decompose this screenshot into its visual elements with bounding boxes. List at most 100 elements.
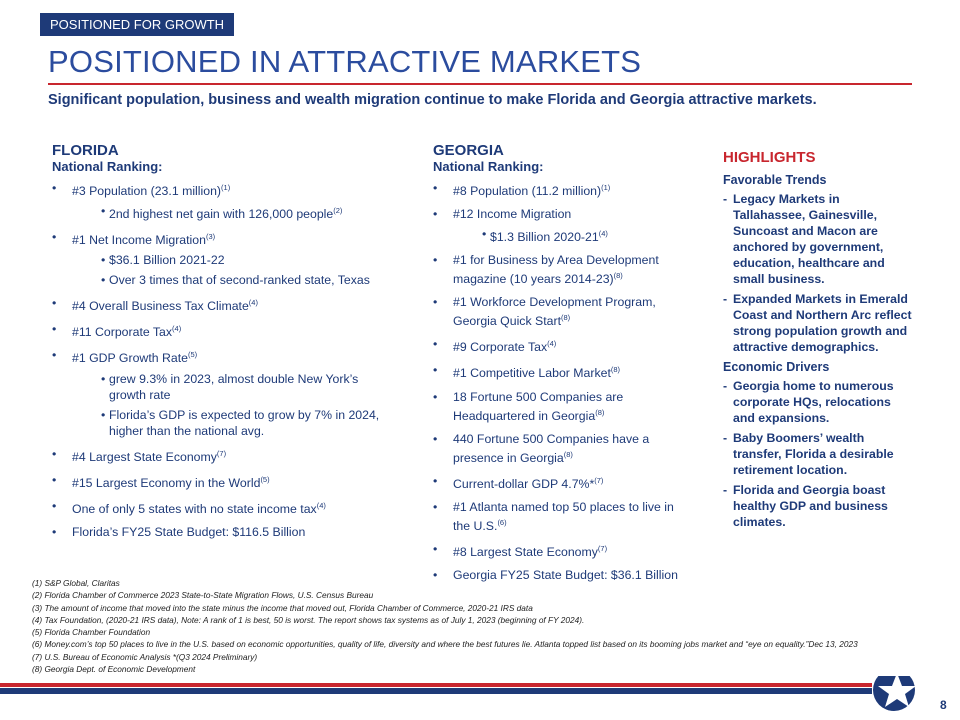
ranking-item: 440 Fortune 500 Companies have a presenc… xyxy=(433,431,693,466)
ranking-item-text: #4 Largest State Economy xyxy=(72,449,217,464)
ranking-item: #4 Largest State Economy(7) xyxy=(52,446,397,465)
footnote-ref: (4) xyxy=(598,229,608,239)
highlight-item: Florida and Georgia boast healthy GDP an… xyxy=(723,482,913,530)
highlight-item: Baby Boomers’ wealth transfer, Florida a… xyxy=(723,430,913,478)
ranking-item: #1 for Business by Area Development maga… xyxy=(433,252,693,287)
ranking-subitem-text: 2nd highest net gain with 126,000 people xyxy=(109,207,334,222)
ranking-subitem: grew 9.3% in 2023, almost double New Yor… xyxy=(72,371,397,403)
state-subheading: National Ranking: xyxy=(433,159,544,174)
ranking-item-text: #9 Corporate Tax xyxy=(453,340,548,355)
footnote-ref: (5) xyxy=(260,474,270,484)
footnote-ref: (4) xyxy=(316,500,326,510)
footnote: (3) The amount of income that moved into… xyxy=(32,602,533,613)
ranking-item: One of only 5 states with no state incom… xyxy=(52,498,397,517)
ranking-item: #15 Largest Economy in the World(5) xyxy=(52,472,397,491)
ranking-item: Florida’s FY25 State Budget: $116.5 Bill… xyxy=(52,524,397,540)
ranking-item-text: #1 Atlanta named top 50 places to live i… xyxy=(453,499,674,533)
state-heading: FLORIDA xyxy=(52,142,119,159)
footnote-ref: (8) xyxy=(563,449,573,459)
red-stripe xyxy=(0,683,872,687)
ranking-item-text: Current-dollar GDP 4.7%* xyxy=(453,476,595,491)
ranking-item: 18 Fortune 500 Companies are Headquarter… xyxy=(433,389,693,424)
ranking-item-text: Georgia FY25 State Budget: $36.1 Billion xyxy=(453,568,678,583)
ranking-item-text: #12 Income Migration xyxy=(453,207,572,222)
ranking-item: #1 Atlanta named top 50 places to live i… xyxy=(433,499,693,534)
ranking-subitem: 2nd highest net gain with 126,000 people… xyxy=(72,203,397,222)
ranking-item: #1 GDP Growth Rate(5) grew 9.3% in 2023, … xyxy=(52,347,397,438)
highlights-heading: HIGHLIGHTS xyxy=(723,149,816,166)
footnote-ref: (4) xyxy=(172,324,182,334)
ranking-item-text: #1 Competitive Labor Market xyxy=(453,366,611,381)
ranking-item-text: #1 GDP Growth Rate xyxy=(72,351,188,366)
navy-stripe xyxy=(0,688,872,694)
ranking-item-text: #1 Net Income Migration xyxy=(72,233,206,248)
ranking-item: #1 Workforce Development Program, Georgi… xyxy=(433,294,693,329)
footnote-ref: (3) xyxy=(205,232,216,242)
ranking-subitem-text: Over 3 times that of second-ranked state… xyxy=(109,273,370,288)
footnote-ref: (5) xyxy=(187,350,198,360)
ranking-subitem: $1.3 Billion 2020-21(4) xyxy=(453,226,693,245)
title-rule xyxy=(48,83,912,85)
footnote-ref: (7) xyxy=(216,448,227,458)
footnote: (7) U.S. Bureau of Economic Analysis *(Q… xyxy=(32,651,258,662)
ranking-subitem: Florida’s GDP is expected to grow by 7% … xyxy=(72,407,397,439)
state-subheading: National Ranking: xyxy=(52,159,163,174)
ranking-subitem-text: grew 9.3% in 2023, almost double New Yor… xyxy=(109,371,359,402)
state-heading: GEORGIA xyxy=(433,142,504,159)
footnote-ref: (6) xyxy=(497,517,507,527)
ranking-subitem-text: $1.3 Billion 2020-21 xyxy=(490,230,599,245)
section-tag: POSITIONED FOR GROWTH xyxy=(40,13,235,36)
footnote: (6) Money.com’s top 50 places to live in… xyxy=(32,639,858,650)
footnote: (2) Florida Chamber of Commerce 2023 Sta… xyxy=(32,590,374,601)
ranking-item: Current-dollar GDP 4.7%*(7) xyxy=(433,473,693,492)
ranking-item-text: #11 Corporate Tax xyxy=(72,325,173,340)
ranking-item-text: Florida’s FY25 State Budget: $116.5 Bill… xyxy=(72,524,306,539)
ranking-item-text: 440 Fortune 500 Companies have a presenc… xyxy=(453,431,650,465)
ranking-item: #3 Population (23.1 million)(1) 2nd highe… xyxy=(52,180,397,222)
ranking-subitem: Over 3 times that of second-ranked state… xyxy=(72,272,397,288)
footnote: (1) S&P Global, Claritas xyxy=(32,578,120,588)
footnote-ref: (4) xyxy=(248,298,258,308)
ranking-item: #9 Corporate Tax(4) xyxy=(433,336,693,355)
title: POSITIONED IN ATTRACTIVE MARKETS xyxy=(48,44,642,79)
subtitle: Significant population, business and wea… xyxy=(48,92,817,108)
footnote: (5) Florida Chamber Foundation xyxy=(32,627,151,638)
highlight-item: Georgia home to numerous corporate HQs, … xyxy=(723,378,913,426)
ranking-item: #4 Overall Business Tax Climate(4) xyxy=(52,295,397,314)
footnote-ref: (7) xyxy=(597,543,608,553)
ranking-item: Georgia FY25 State Budget: $36.1 Billion xyxy=(433,567,693,583)
footer-graphic xyxy=(0,676,916,711)
highlights-section-heading: Economic Drivers xyxy=(723,360,830,374)
ranking-item: #1 Competitive Labor Market(8) xyxy=(433,362,693,381)
ranking-item-text: #1 for Business by Area Development maga… xyxy=(453,253,659,287)
footnote-ref: (8) xyxy=(595,407,605,417)
footnote-ref: (7) xyxy=(594,475,604,485)
ranking-item: #8 Largest State Economy(7) xyxy=(433,541,693,560)
footnote-ref: (1) xyxy=(221,183,231,192)
ranking-item-text: #4 Overall Business Tax Climate xyxy=(72,299,249,314)
footnote: (8) Georgia Dept. of Economic Developmen… xyxy=(32,664,196,675)
logo-star xyxy=(878,676,916,707)
highlights-section-heading: Favorable Trends xyxy=(723,173,827,187)
ranking-subitem-text: Florida’s GDP is expected to grow by 7% … xyxy=(109,407,380,438)
ranking-subitem: $36.1 Billion 2021-22 xyxy=(72,252,397,268)
page-number: 8 xyxy=(940,698,947,712)
footnote: (4) Tax Foundation, (2020-21 IRS data), … xyxy=(32,614,585,625)
footnote-ref: (8) xyxy=(610,365,621,375)
ranking-item: #1 Net Income Migration(3) $36.1 Billion … xyxy=(52,229,397,288)
ranking-item-text: 18 Fortune 500 Companies are Headquarter… xyxy=(453,389,624,423)
footnote-ref: (2) xyxy=(333,206,343,216)
highlight-item: Legacy Markets in Tallahassee, Gainesvil… xyxy=(723,191,913,287)
ranking-item-text: #3 Population (23.1 million) xyxy=(72,184,222,199)
footnote-ref: (8) xyxy=(613,271,623,281)
ranking-subitem-text: $36.1 Billion 2021-22 xyxy=(109,253,225,268)
highlight-item: Expanded Markets in Emerald Coast and No… xyxy=(723,291,913,355)
footnote-ref: (8) xyxy=(560,313,571,323)
ranking-item: #8 Population (11.2 million)(1) xyxy=(433,180,693,199)
ranking-item-text: One of only 5 states with no state incom… xyxy=(72,501,317,516)
ranking-item-text: #8 Largest State Economy xyxy=(453,545,598,560)
ranking-item-text: #15 Largest Economy in the World xyxy=(72,475,261,490)
ranking-item-text: #1 Workforce Development Program, Georgi… xyxy=(453,295,656,329)
